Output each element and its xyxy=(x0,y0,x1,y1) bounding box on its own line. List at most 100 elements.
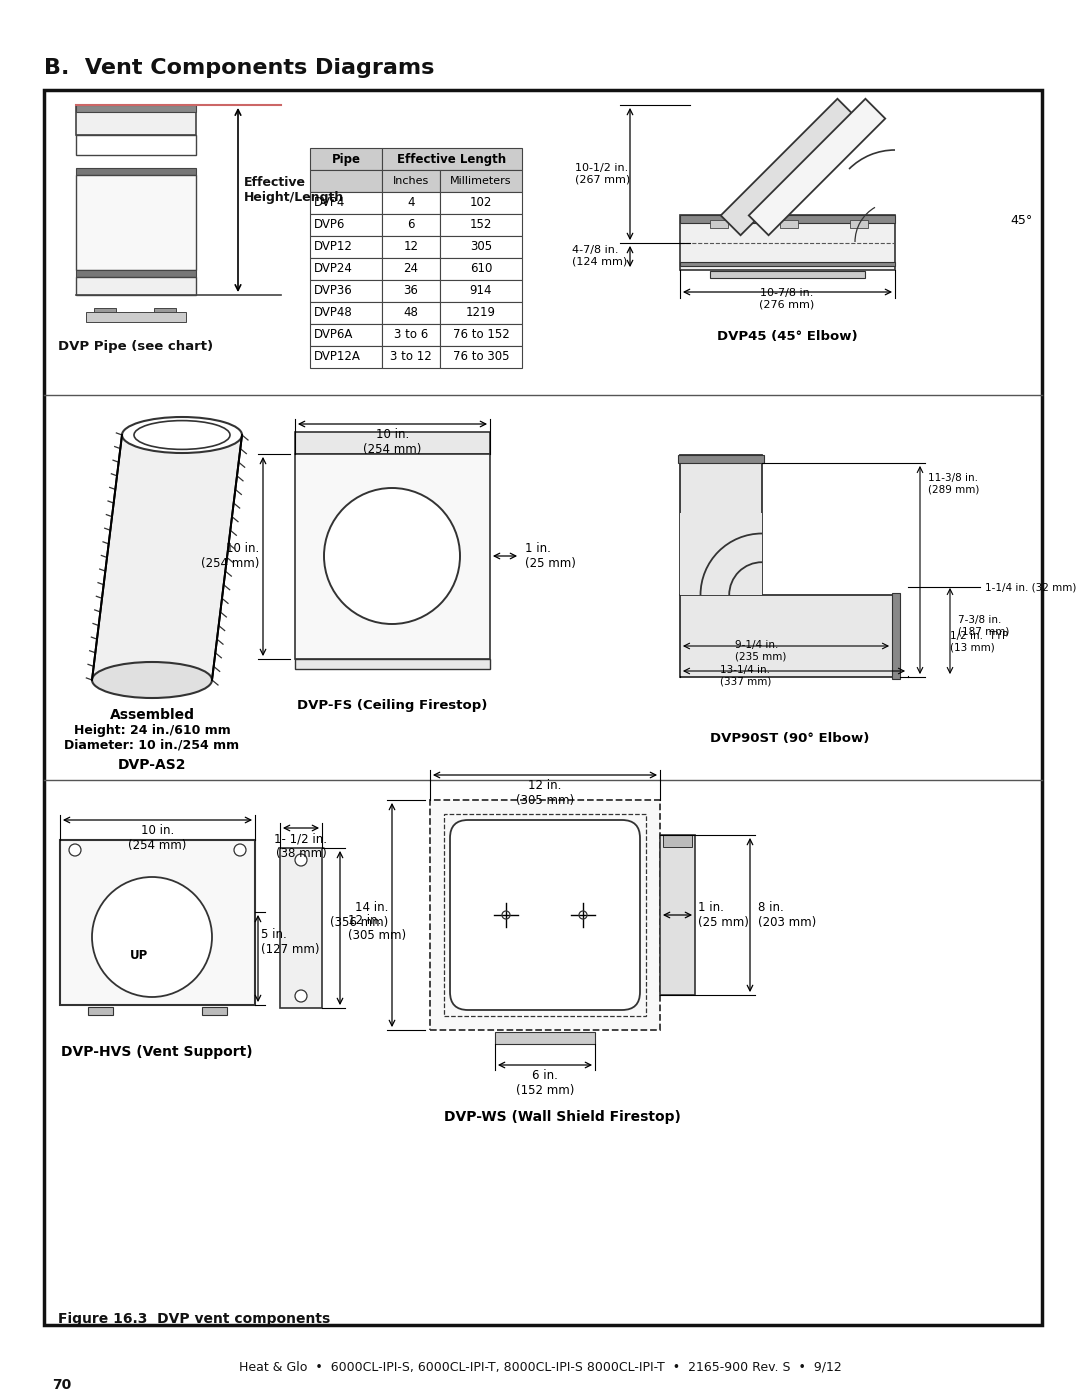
Bar xyxy=(440,325,522,346)
Text: 1-1/4 in. (32 mm): 1-1/4 in. (32 mm) xyxy=(985,582,1077,592)
Text: 8 in.
(203 mm): 8 in. (203 mm) xyxy=(758,901,816,929)
Bar xyxy=(382,236,440,257)
Bar xyxy=(663,835,692,846)
Bar xyxy=(310,214,382,236)
Text: 10 in.
(254 mm): 10 in. (254 mm) xyxy=(129,824,187,852)
Text: B.  Vent Components Diagrams: B. Vent Components Diagrams xyxy=(44,57,434,78)
Text: 152: 152 xyxy=(470,218,492,231)
Bar xyxy=(310,280,382,302)
Polygon shape xyxy=(92,435,242,680)
Text: 10 in.
(254 mm): 10 in. (254 mm) xyxy=(363,428,421,456)
Text: 12: 12 xyxy=(404,241,419,253)
Text: DVP4: DVP4 xyxy=(314,196,346,210)
Text: 305: 305 xyxy=(470,241,492,253)
Bar xyxy=(892,593,900,679)
Text: 102: 102 xyxy=(470,196,492,210)
Bar xyxy=(76,105,195,112)
Text: 4-7/8 in.
(124 mm): 4-7/8 in. (124 mm) xyxy=(572,245,627,267)
Text: 1/2 in.  TYP
(13 mm): 1/2 in. TYP (13 mm) xyxy=(950,631,1009,652)
Text: 1- 1/2 in.
(38 mm): 1- 1/2 in. (38 mm) xyxy=(274,832,327,860)
Text: Effective Length: Effective Length xyxy=(397,152,507,165)
Text: 76 to 305: 76 to 305 xyxy=(453,351,510,364)
Circle shape xyxy=(234,844,246,856)
Text: 10 in.
(254 mm): 10 in. (254 mm) xyxy=(201,541,259,569)
Bar xyxy=(440,214,522,236)
Text: DVP6A: DVP6A xyxy=(314,329,353,341)
Bar xyxy=(382,214,440,236)
Text: 3 to 6: 3 to 6 xyxy=(394,329,428,341)
Bar xyxy=(440,280,522,302)
Bar xyxy=(440,236,522,257)
Text: DVP-FS (Ceiling Firestop): DVP-FS (Ceiling Firestop) xyxy=(297,700,487,712)
Bar xyxy=(680,455,762,595)
Text: DVP12: DVP12 xyxy=(314,241,353,253)
Circle shape xyxy=(295,853,307,866)
Bar xyxy=(310,302,382,325)
Bar xyxy=(382,171,440,192)
Bar xyxy=(87,1007,113,1016)
Text: Millimeters: Millimeters xyxy=(450,176,512,186)
Text: 3 to 12: 3 to 12 xyxy=(390,351,432,364)
Bar xyxy=(295,659,490,669)
Bar xyxy=(310,236,382,257)
Text: Pipe: Pipe xyxy=(332,152,361,165)
Text: 13-1/4 in.
(337 mm): 13-1/4 in. (337 mm) xyxy=(720,665,771,687)
Bar xyxy=(382,257,440,280)
Bar xyxy=(440,257,522,280)
Text: 14 in.
(356 mm): 14 in. (356 mm) xyxy=(329,901,388,929)
Bar xyxy=(660,835,696,995)
Text: DVP-WS (Wall Shield Firestop): DVP-WS (Wall Shield Firestop) xyxy=(444,1109,680,1123)
Text: 610: 610 xyxy=(470,263,492,276)
Text: 9-1/4 in.
(235 mm): 9-1/4 in. (235 mm) xyxy=(735,639,786,662)
Bar xyxy=(440,171,522,192)
Text: 1 in.
(25 mm): 1 in. (25 mm) xyxy=(525,541,576,569)
Bar xyxy=(310,171,382,192)
Text: Assembled: Assembled xyxy=(109,708,194,722)
Text: 36: 36 xyxy=(404,284,418,298)
Bar xyxy=(76,105,195,134)
Bar xyxy=(382,192,440,214)
Bar xyxy=(295,432,490,455)
Text: 1219: 1219 xyxy=(465,306,496,319)
Bar xyxy=(440,192,522,214)
Text: DVP45 (45° Elbow): DVP45 (45° Elbow) xyxy=(717,330,858,343)
Bar xyxy=(680,513,762,595)
Ellipse shape xyxy=(134,421,230,449)
Bar xyxy=(440,346,522,368)
Text: Effective
Height/Length: Effective Height/Length xyxy=(244,176,345,204)
FancyBboxPatch shape xyxy=(450,820,640,1010)
Text: 10-1/2 in.
(267 mm): 10-1/2 in. (267 mm) xyxy=(575,164,631,185)
Bar xyxy=(154,308,176,313)
Bar xyxy=(76,134,195,155)
Text: DVP36: DVP36 xyxy=(314,284,353,298)
Text: DVP24: DVP24 xyxy=(314,263,353,276)
Text: 6 in.
(152 mm): 6 in. (152 mm) xyxy=(516,1069,575,1097)
Bar xyxy=(60,839,255,1004)
Text: 4: 4 xyxy=(407,196,415,210)
Text: DVP6: DVP6 xyxy=(314,218,346,231)
Text: 45°: 45° xyxy=(1010,214,1032,227)
Bar xyxy=(76,277,195,295)
Bar xyxy=(430,800,660,1030)
Polygon shape xyxy=(720,99,858,235)
Ellipse shape xyxy=(122,417,242,453)
Bar xyxy=(382,346,440,368)
Bar xyxy=(680,215,895,222)
Bar xyxy=(444,814,646,1016)
Bar xyxy=(202,1007,227,1016)
Text: DVP-HVS (Vent Support): DVP-HVS (Vent Support) xyxy=(62,1045,253,1059)
Text: 48: 48 xyxy=(404,306,418,319)
Text: 70: 70 xyxy=(52,1378,71,1392)
Bar xyxy=(680,262,895,266)
Bar xyxy=(310,257,382,280)
Text: 76 to 152: 76 to 152 xyxy=(453,329,510,341)
Bar xyxy=(295,455,490,659)
Bar xyxy=(76,270,195,277)
Text: 7-3/8 in.
(187 mm): 7-3/8 in. (187 mm) xyxy=(958,616,1010,637)
Bar xyxy=(678,455,764,463)
Bar xyxy=(382,280,440,302)
Bar xyxy=(280,848,322,1009)
Bar xyxy=(780,220,798,228)
Bar xyxy=(382,302,440,325)
Bar xyxy=(310,192,382,214)
